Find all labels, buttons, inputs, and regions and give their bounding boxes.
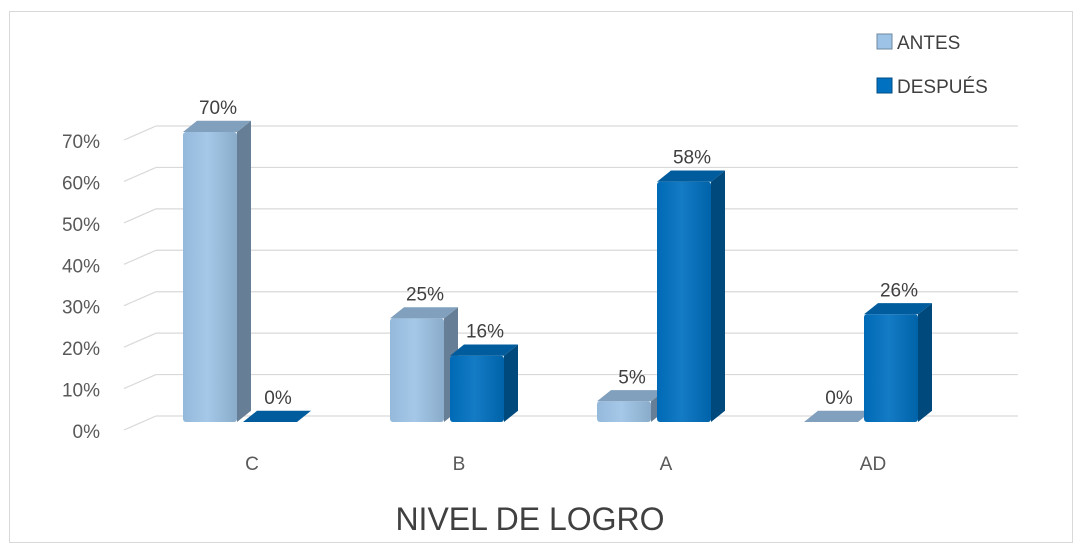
data-label: 70% [199,98,237,119]
gridline-diagonal [123,208,157,224]
bar-front [183,132,237,422]
gridline-diagonal [123,166,157,182]
bar-antes-a [597,390,665,422]
gridline-diagonal [123,415,157,431]
y-tick-label: 50% [62,215,100,236]
bar-top [657,170,725,182]
data-label: 58% [673,148,711,169]
gridline-diagonal [123,291,157,307]
data-label: 25% [406,284,444,305]
y-tick-label: 0% [73,422,101,443]
bar-front [657,181,711,422]
y-tick-label: 70% [62,132,100,153]
bar-side [711,170,725,422]
x-axis-title: NIVEL DE LOGRO [395,501,664,537]
bar-side [918,303,932,422]
bar-despus-a [657,170,725,422]
bar-front [864,314,918,422]
gridline-diagonal [123,125,157,141]
data-label: 16% [466,322,504,343]
data-label: 0% [264,388,292,409]
bar-side [237,120,251,423]
bar-antes-ad [804,410,872,422]
data-label: 26% [880,280,918,301]
y-tick-label: 10% [62,381,100,402]
x-tick-label: AD [860,454,886,475]
y-tick-label: 40% [62,256,100,277]
bar-top [183,120,251,132]
y-tick-label: 20% [62,339,100,360]
bar-top [804,410,872,422]
data-label: 5% [618,367,646,388]
y-tick-label: 60% [62,173,100,194]
x-tick-label: C [245,454,259,475]
bar-front [390,318,444,422]
bar-top [450,344,518,356]
bar-top [390,307,458,319]
gridline-diagonal [123,374,157,390]
bar-antes-b [390,307,458,422]
bar-front [597,401,651,422]
bar-despus-ad [864,303,932,422]
bar-despus-c [243,410,311,422]
gridline-diagonal [123,332,157,348]
bar-despus-b [450,344,518,422]
bar-side [504,344,518,422]
bar-top [597,390,665,402]
x-tick-label: A [660,454,673,475]
legend-label: ANTES [897,33,960,54]
legend-swatch [876,33,893,50]
gridline-diagonal [123,249,157,265]
bar-front [450,355,504,422]
bar-top [243,410,311,422]
data-label: 0% [825,388,853,409]
bar-antes-c [183,120,251,423]
y-tick-label: 30% [62,298,100,319]
bar-top [864,303,932,315]
legend-swatch [876,77,893,94]
legend-label: DESPUÉS [897,77,988,98]
x-tick-label: B [453,454,466,475]
